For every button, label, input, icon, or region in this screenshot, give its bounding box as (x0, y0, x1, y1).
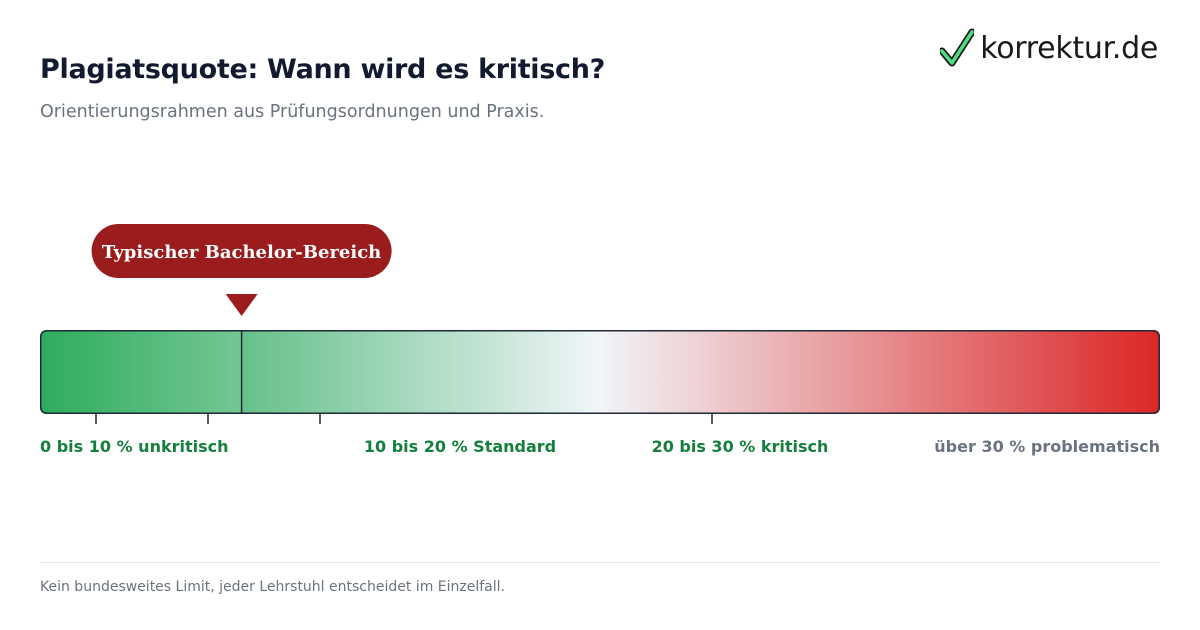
band-label: 10 bis 20 % Standard (364, 437, 556, 456)
highlight-range (40, 330, 242, 414)
callout-label: Typischer Bachelor-Bereich (102, 242, 381, 263)
callout-pointer (225, 294, 258, 316)
gauge-bar (40, 330, 1160, 414)
band-label: 20 bis 30 % kritisch (652, 437, 829, 456)
footer-note: Kein bundesweites Limit, jeder Lehrstuhl… (40, 579, 505, 595)
callout-pill (91, 224, 392, 278)
logo: korrektur.de (940, 28, 1158, 68)
footer-divider (40, 562, 1160, 563)
page-subtitle: Orientierungsrahmen aus Prüfungsordnunge… (40, 102, 545, 122)
page-title: Plagiatsquote: Wann wird es kritisch? (40, 54, 606, 85)
gauge-border (40, 330, 1160, 414)
logo-text: korrektur.de (980, 30, 1158, 66)
band-label: 0 bis 10 % unkritisch (40, 437, 229, 456)
band-label: über 30 % problematisch (934, 437, 1160, 456)
checkmark-icon (940, 28, 975, 67)
